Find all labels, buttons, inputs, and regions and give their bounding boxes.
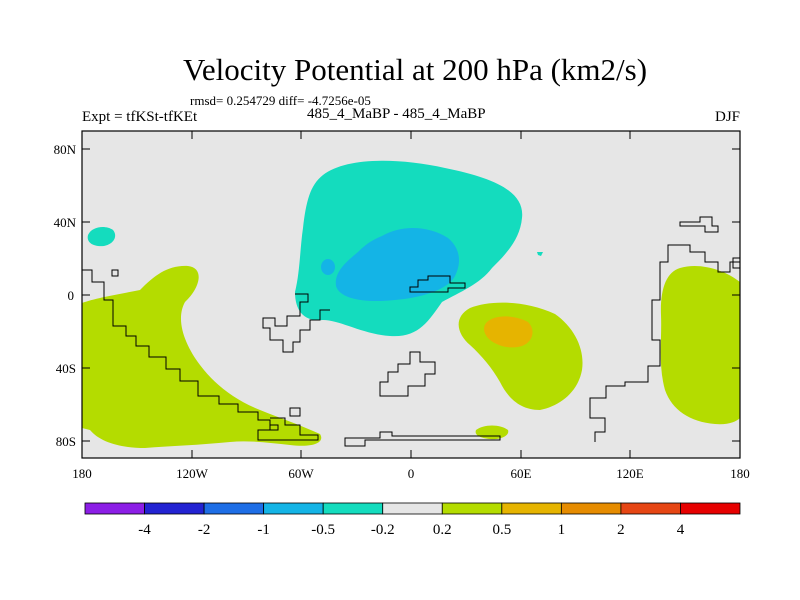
coastline-southern-island — [379, 351, 436, 397]
colorbar-box — [560, 502, 622, 515]
lat-ticks — [82, 148, 740, 442]
contour-fill-weak-positive-east — [660, 265, 740, 425]
colorbar-label: 0.5 — [492, 522, 511, 538]
colorbar-box — [322, 502, 384, 515]
lon-label-0: 0 — [408, 466, 415, 481]
lon-label-180w: 180 — [72, 466, 92, 481]
coastline-south-band — [344, 431, 501, 447]
coastline-small-island-2 — [269, 424, 279, 431]
contour-fill-moderate-negative-core — [335, 227, 460, 302]
contour-fill-moderate-positive-core — [484, 316, 533, 348]
season-label: DJF — [714, 109, 740, 125]
lon-label-120w: 120W — [176, 466, 209, 481]
lon-label-120e: 120E — [616, 466, 644, 481]
coastlines — [82, 216, 740, 447]
colorbar-box — [84, 502, 145, 515]
stats-text: rmsd= 0.254729 diff= -4.7256e-05 — [190, 93, 371, 108]
colorbar-label: -0.5 — [311, 522, 335, 538]
experiment-label: Expt = tfKSt-tfKEt — [82, 109, 198, 125]
lon-label-60w: 60W — [288, 466, 314, 481]
colorbar-label: 4 — [677, 522, 685, 538]
colorbar-label: 0.2 — [433, 522, 452, 538]
colorbar-box — [620, 502, 681, 515]
colorbar-box — [382, 502, 443, 515]
contour-fill-weak-negative-west — [87, 227, 116, 247]
colorbar-label: -2 — [198, 522, 211, 538]
colorbar-box — [203, 502, 265, 515]
coastline-east-top — [679, 216, 719, 233]
coastline-west-continent — [82, 269, 319, 441]
colorbar-box — [501, 502, 562, 515]
lon-label-60e: 60E — [511, 466, 532, 481]
lat-label-40n: 40N — [54, 215, 77, 230]
coastline-central-shape — [262, 293, 330, 353]
lat-label-80n: 80N — [54, 142, 77, 157]
colorbar-label: 2 — [617, 522, 625, 538]
colorbar-label: -4 — [138, 522, 151, 538]
colorbar-box — [680, 502, 741, 515]
coastline-east-continent — [589, 244, 740, 442]
lat-label-0: 0 — [68, 288, 75, 303]
colorbar-label: -1 — [257, 522, 270, 538]
plot-title: Velocity Potential at 200 hPa (km2/s) — [182, 52, 648, 87]
coastline-central-equatorial — [409, 275, 466, 293]
case-label: 485_4_MaBP - 485_4_MaBP — [307, 106, 486, 122]
contour-fill-moderate-negative-blob — [321, 259, 335, 275]
contour-fill-weak-negative-speck — [537, 252, 543, 256]
colorbar-label: -0.2 — [371, 522, 395, 538]
colorbar-box — [263, 502, 324, 515]
colorbar-label: 1 — [558, 522, 566, 538]
colorbar-box — [144, 502, 205, 515]
colorbar — [84, 502, 741, 515]
colorbar-labels: -4 -2 -1 -0.5 -0.2 0.2 0.5 1 2 4 — [138, 522, 684, 538]
contour-fill-weak-positive-west — [82, 265, 322, 448]
colorbar-box — [441, 502, 503, 515]
coastline-small-island-1 — [289, 407, 301, 417]
coastline-east-island — [732, 257, 740, 269]
lon-label-180e: 180 — [730, 466, 750, 481]
coastline-west-island — [111, 269, 119, 277]
lat-label-80s: 80S — [56, 434, 76, 449]
lat-label-40s: 40S — [56, 361, 76, 376]
lon-ticks — [81, 131, 631, 458]
